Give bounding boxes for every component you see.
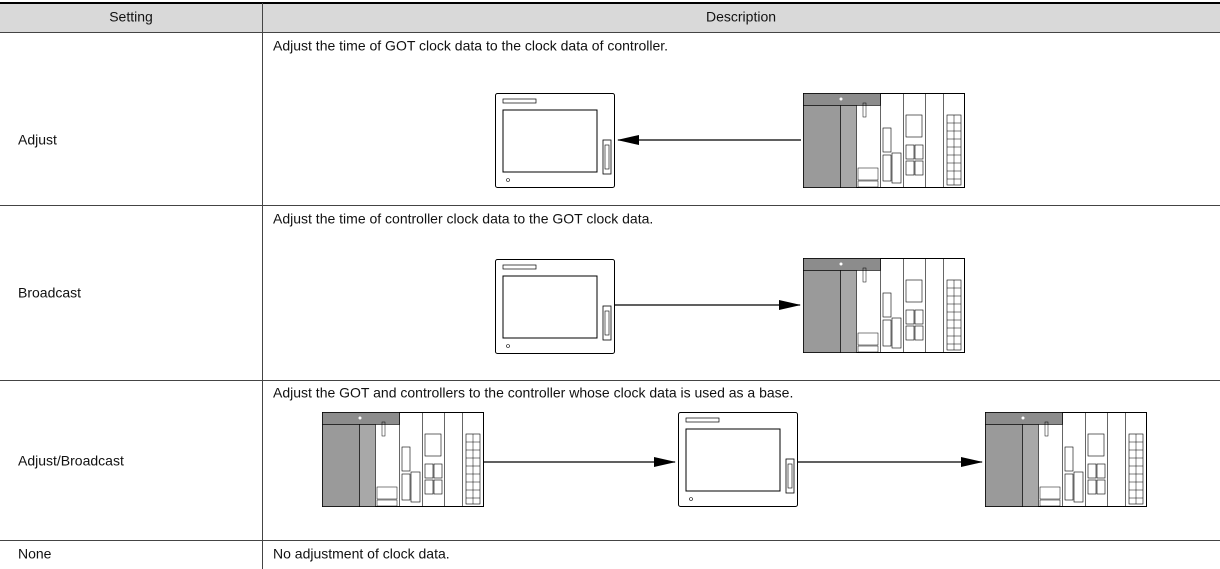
description-cell: Adjust the GOT and controllers to the co…: [273, 385, 793, 401]
got-icon: [495, 93, 615, 188]
controller-icon: [985, 412, 1147, 507]
controller-icon: [322, 412, 484, 507]
setting-cell: Broadcast: [18, 285, 81, 301]
description-cell: No adjustment of clock data.: [273, 546, 450, 562]
controller-icon: [803, 258, 965, 353]
description-cell: Adjust the time of GOT clock data to the…: [273, 38, 668, 54]
setting-cell: Adjust/Broadcast: [18, 453, 124, 469]
got-icon: [495, 259, 615, 354]
controller-icon: [803, 93, 965, 188]
description-cell: Adjust the time of controller clock data…: [273, 211, 653, 227]
setting-cell: Adjust: [18, 132, 57, 148]
got-icon: [678, 412, 798, 507]
setting-cell: None: [18, 546, 52, 562]
header-cell: Setting: [109, 9, 153, 25]
header-cell: Description: [706, 9, 776, 25]
header-background: [0, 4, 1220, 32]
